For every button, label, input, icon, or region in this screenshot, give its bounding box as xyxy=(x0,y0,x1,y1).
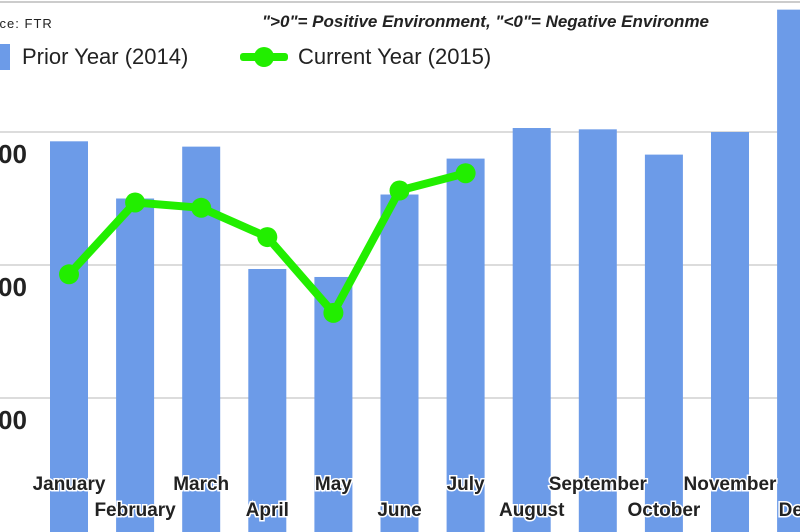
point-april xyxy=(257,227,278,248)
bar-april xyxy=(248,268,287,532)
x-tick-label: March xyxy=(173,474,229,495)
x-tick-label: Dec xyxy=(779,500,800,521)
x-tick-label: September xyxy=(549,474,648,495)
bar-january xyxy=(50,141,88,532)
bar-august xyxy=(512,128,551,532)
point-may xyxy=(323,302,344,323)
bar-february xyxy=(116,198,155,532)
bar-july xyxy=(446,158,485,532)
y-tick-label: 00 xyxy=(0,139,27,169)
y-tick-label: 00 xyxy=(0,405,27,435)
x-tick-label: April xyxy=(246,500,289,521)
bar-june xyxy=(380,194,419,532)
point-june xyxy=(389,180,410,201)
legend-label: Prior Year (2014) xyxy=(22,44,189,69)
legend-bar-swatch xyxy=(0,44,10,70)
x-tick-label: June xyxy=(377,500,421,521)
x-tick-label: October xyxy=(627,500,700,521)
bar-september xyxy=(578,129,617,532)
x-tick-label: February xyxy=(94,500,176,521)
point-july xyxy=(455,163,476,184)
x-tick-label: January xyxy=(33,474,106,495)
legend-label: Current Year (2015) xyxy=(298,44,492,69)
annotation: ">0"= Positive Environment, "<0"= Negati… xyxy=(262,12,710,31)
x-tick-label: May xyxy=(315,474,352,495)
legend-line-swatch xyxy=(240,47,288,67)
point-january xyxy=(59,264,79,285)
x-tick-label: August xyxy=(499,500,565,521)
bar-november xyxy=(711,132,749,532)
y-tick-label: 00 xyxy=(0,272,27,302)
x-tick-label: November xyxy=(684,474,778,495)
x-tick-label: July xyxy=(447,474,485,495)
point-february xyxy=(125,192,146,213)
point-march xyxy=(191,197,212,218)
legend-prior-year: Prior Year (2014) xyxy=(0,44,188,70)
bar-october xyxy=(644,154,683,532)
bar-december xyxy=(777,9,800,532)
source-label: urce: FTR xyxy=(0,16,53,31)
legend-current-year: Current Year (2015) xyxy=(240,44,491,70)
